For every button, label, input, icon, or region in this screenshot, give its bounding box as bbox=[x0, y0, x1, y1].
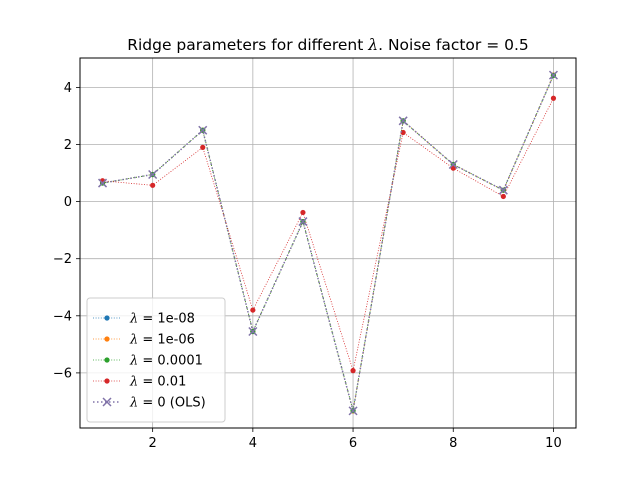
series-5 bbox=[98, 70, 558, 416]
legend-frame bbox=[86, 297, 226, 423]
x-tick-label: 2 bbox=[149, 436, 157, 451]
legend-label: λ = 0 (OLS) bbox=[129, 396, 206, 411]
x-tick-label: 4 bbox=[249, 436, 257, 451]
legend-entry-4: λ = 0.01 bbox=[93, 375, 186, 390]
series-layer bbox=[98, 70, 558, 416]
legend-entry-5: λ = 0 (OLS) bbox=[93, 396, 206, 411]
series-line bbox=[102, 98, 554, 373]
y-tick-label: −4 bbox=[53, 309, 72, 324]
data-point-x-marker bbox=[398, 116, 408, 126]
data-point bbox=[550, 95, 557, 101]
legend-entry-1: λ = 1e-08 bbox=[93, 312, 195, 327]
axis-ticks: 2 4 6 8 10 −6 −4 −2 0 2 4 bbox=[53, 81, 562, 451]
y-tick-label: 2 bbox=[64, 138, 72, 153]
legend-label: λ = 1e-08 bbox=[129, 312, 195, 327]
data-point bbox=[200, 144, 206, 150]
series-line bbox=[102, 75, 554, 411]
y-tick-label: −6 bbox=[53, 366, 72, 381]
x-tick-label: 6 bbox=[349, 436, 357, 451]
data-point bbox=[250, 307, 256, 313]
data-point-x-marker bbox=[498, 185, 508, 195]
y-tick-label: −2 bbox=[53, 252, 72, 267]
data-point bbox=[300, 209, 306, 216]
data-point bbox=[400, 129, 406, 136]
data-point bbox=[500, 193, 506, 200]
series-line bbox=[102, 74, 555, 412]
legend-label: λ = 0.0001 bbox=[129, 354, 203, 369]
chart-title: Ridge parameters for different λ. Noise … bbox=[127, 36, 529, 54]
legend-label: λ = 0.01 bbox=[129, 375, 186, 390]
data-point-x-marker bbox=[548, 70, 558, 80]
legend-label: λ = 1e-06 bbox=[129, 333, 195, 348]
y-tick-label: 4 bbox=[64, 81, 72, 96]
legend-marker bbox=[104, 378, 110, 384]
legend-marker bbox=[102, 397, 112, 407]
data-point-x-marker bbox=[448, 159, 458, 170]
data-point bbox=[450, 165, 456, 171]
legend-marker bbox=[104, 315, 110, 321]
data-point-x-marker bbox=[348, 406, 358, 416]
series-4 bbox=[99, 95, 557, 374]
y-tick-label: 0 bbox=[64, 195, 72, 210]
data-point-x-marker bbox=[248, 326, 258, 337]
x-tick-label: 10 bbox=[545, 436, 562, 451]
legend: λ = 1e-08 λ = 1e-06 λ = 0.0001 λ = 0.01 λ = … bbox=[86, 297, 226, 423]
data-point bbox=[150, 182, 156, 188]
legend-entry-3: λ = 0.0001 bbox=[93, 354, 203, 369]
plot-area-frame bbox=[79, 57, 577, 429]
data-point-x-marker bbox=[148, 169, 158, 180]
legend-marker bbox=[104, 357, 110, 363]
data-point-x-marker bbox=[298, 217, 308, 227]
legend-marker bbox=[104, 336, 110, 342]
x-tick-label: 8 bbox=[449, 436, 457, 451]
data-point-x-marker bbox=[98, 178, 108, 188]
data-point-x-marker bbox=[198, 125, 208, 135]
grid-lines bbox=[80, 58, 576, 428]
legend-entry-2: λ = 1e-06 bbox=[93, 333, 195, 348]
data-point bbox=[350, 368, 356, 374]
